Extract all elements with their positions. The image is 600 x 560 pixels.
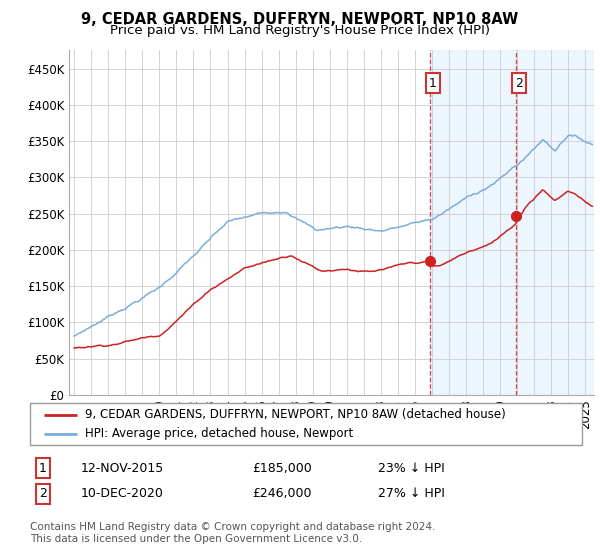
Text: £246,000: £246,000 — [252, 487, 311, 501]
Text: 1: 1 — [428, 77, 437, 90]
FancyBboxPatch shape — [30, 403, 582, 445]
Text: Price paid vs. HM Land Registry's House Price Index (HPI): Price paid vs. HM Land Registry's House … — [110, 24, 490, 36]
Text: 2: 2 — [39, 487, 47, 501]
Text: 12-NOV-2015: 12-NOV-2015 — [81, 461, 164, 475]
Text: 10-DEC-2020: 10-DEC-2020 — [81, 487, 164, 501]
Text: 23% ↓ HPI: 23% ↓ HPI — [378, 461, 445, 475]
Text: 1: 1 — [39, 461, 47, 475]
Text: £185,000: £185,000 — [252, 461, 312, 475]
Text: HPI: Average price, detached house, Newport: HPI: Average price, detached house, Newp… — [85, 427, 353, 440]
Text: 9, CEDAR GARDENS, DUFFRYN, NEWPORT, NP10 8AW: 9, CEDAR GARDENS, DUFFRYN, NEWPORT, NP10… — [82, 12, 518, 27]
Text: Contains HM Land Registry data © Crown copyright and database right 2024.
This d: Contains HM Land Registry data © Crown c… — [30, 522, 436, 544]
Text: 2: 2 — [515, 77, 523, 90]
Text: 9, CEDAR GARDENS, DUFFRYN, NEWPORT, NP10 8AW (detached house): 9, CEDAR GARDENS, DUFFRYN, NEWPORT, NP10… — [85, 408, 506, 421]
Text: 27% ↓ HPI: 27% ↓ HPI — [378, 487, 445, 501]
Bar — [430, 50, 594, 395]
